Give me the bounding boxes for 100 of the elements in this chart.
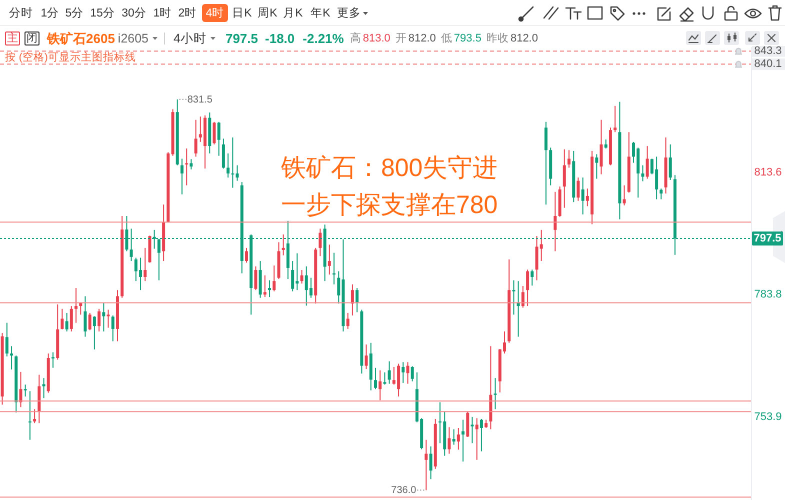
candlestick xyxy=(51,352,54,368)
y-tick-label: 813.6 xyxy=(754,166,782,179)
candlestick xyxy=(350,284,354,316)
candlestick xyxy=(424,439,428,491)
text: 813.0 xyxy=(362,32,390,44)
text: 更多 xyxy=(337,6,361,20)
text: 低 xyxy=(440,32,452,44)
candlestick xyxy=(222,138,225,170)
candlestick xyxy=(475,418,478,460)
candlestick xyxy=(190,158,193,170)
text: 年K xyxy=(310,6,331,20)
candlestick xyxy=(88,312,92,331)
candlestick xyxy=(646,146,649,180)
candlestick xyxy=(254,266,258,291)
candlestick xyxy=(268,280,272,298)
candlestick xyxy=(364,344,368,370)
candlestick xyxy=(470,416,474,444)
candlestick xyxy=(530,269,534,286)
candlestick xyxy=(263,274,266,298)
annotation: 按 (空格)可显示主图指标线 xyxy=(5,50,136,64)
candlestick xyxy=(102,302,106,332)
candlestick xyxy=(480,418,483,452)
candlestick xyxy=(554,191,557,252)
candlestick xyxy=(106,309,110,328)
candlestick xyxy=(328,244,331,276)
candlestick xyxy=(24,384,27,397)
text: 812.0 xyxy=(408,32,436,44)
annotation: 831.5 xyxy=(187,94,213,106)
candlestick xyxy=(466,410,470,438)
text: 1分 xyxy=(40,6,60,20)
candlestick xyxy=(448,426,451,454)
candlestick xyxy=(300,270,304,284)
text: 闭 xyxy=(26,32,38,44)
text: 日K xyxy=(232,6,252,20)
candlestick xyxy=(668,144,672,180)
annotation: 736.0 xyxy=(391,485,417,496)
candlestick xyxy=(456,427,460,450)
candlestick xyxy=(74,288,78,324)
candlestick xyxy=(84,296,87,338)
candlestick xyxy=(346,312,350,330)
candlestick xyxy=(33,408,36,424)
text: -18.0 xyxy=(265,31,295,46)
candlestick xyxy=(5,322,8,357)
text: 主 xyxy=(7,32,18,44)
candlestick xyxy=(226,152,230,178)
candlestick xyxy=(180,158,184,195)
candlestick xyxy=(231,136,234,188)
candlestick xyxy=(65,312,68,332)
candlestick xyxy=(318,228,322,257)
candlestick xyxy=(641,164,644,182)
candlestick xyxy=(282,234,285,256)
text: 812.0 xyxy=(510,32,538,44)
y-tick-label: 783.8 xyxy=(754,288,782,301)
candlestick xyxy=(356,288,359,313)
candlestick xyxy=(383,372,386,386)
ref-line-label: 840.1 xyxy=(754,58,782,70)
candlestick xyxy=(521,285,524,308)
candlestick xyxy=(429,446,432,480)
text: 4小时 xyxy=(174,32,206,46)
candlestick xyxy=(614,105,617,133)
candlestick xyxy=(111,314,114,342)
candlestick xyxy=(194,119,198,158)
ref-line-label: 843.3 xyxy=(754,45,782,58)
text: 周K xyxy=(258,6,278,20)
candlestick xyxy=(236,164,239,182)
chart-title: 铁矿石2605 xyxy=(46,31,115,46)
text: 高 xyxy=(350,32,361,44)
candlestick xyxy=(291,260,294,292)
text: 2时 xyxy=(178,6,197,20)
candlestick xyxy=(526,269,530,307)
candlestick xyxy=(562,148,566,208)
candlestick xyxy=(604,138,608,149)
candlestick xyxy=(576,177,580,202)
text: i2605 xyxy=(118,32,149,46)
candlestick xyxy=(10,346,14,370)
candlestick xyxy=(42,378,46,399)
text: 月K xyxy=(283,6,304,20)
candlestick xyxy=(410,366,414,382)
candlestick xyxy=(217,121,220,156)
candlestick xyxy=(568,150,571,168)
candlestick xyxy=(144,247,147,282)
candlestick xyxy=(512,280,516,316)
y-tick-label: 753.9 xyxy=(754,410,782,423)
candlestick xyxy=(406,362,410,384)
text: 1时 xyxy=(153,6,172,20)
candlestick xyxy=(388,360,391,384)
candlestick xyxy=(600,119,603,175)
candlestick xyxy=(244,247,248,264)
candlestick xyxy=(98,308,101,332)
candlestick xyxy=(212,121,216,145)
text: -2.21% xyxy=(302,31,344,46)
text: 开 xyxy=(395,32,406,44)
candlestick xyxy=(452,428,456,446)
candlestick xyxy=(660,188,663,200)
text: 5分 xyxy=(65,6,84,20)
text: 797.5 xyxy=(225,31,258,46)
candlestick xyxy=(185,148,188,186)
ref-line-label: 797.5 xyxy=(754,232,782,245)
candlestick xyxy=(92,316,96,350)
candlestick xyxy=(595,154,598,180)
